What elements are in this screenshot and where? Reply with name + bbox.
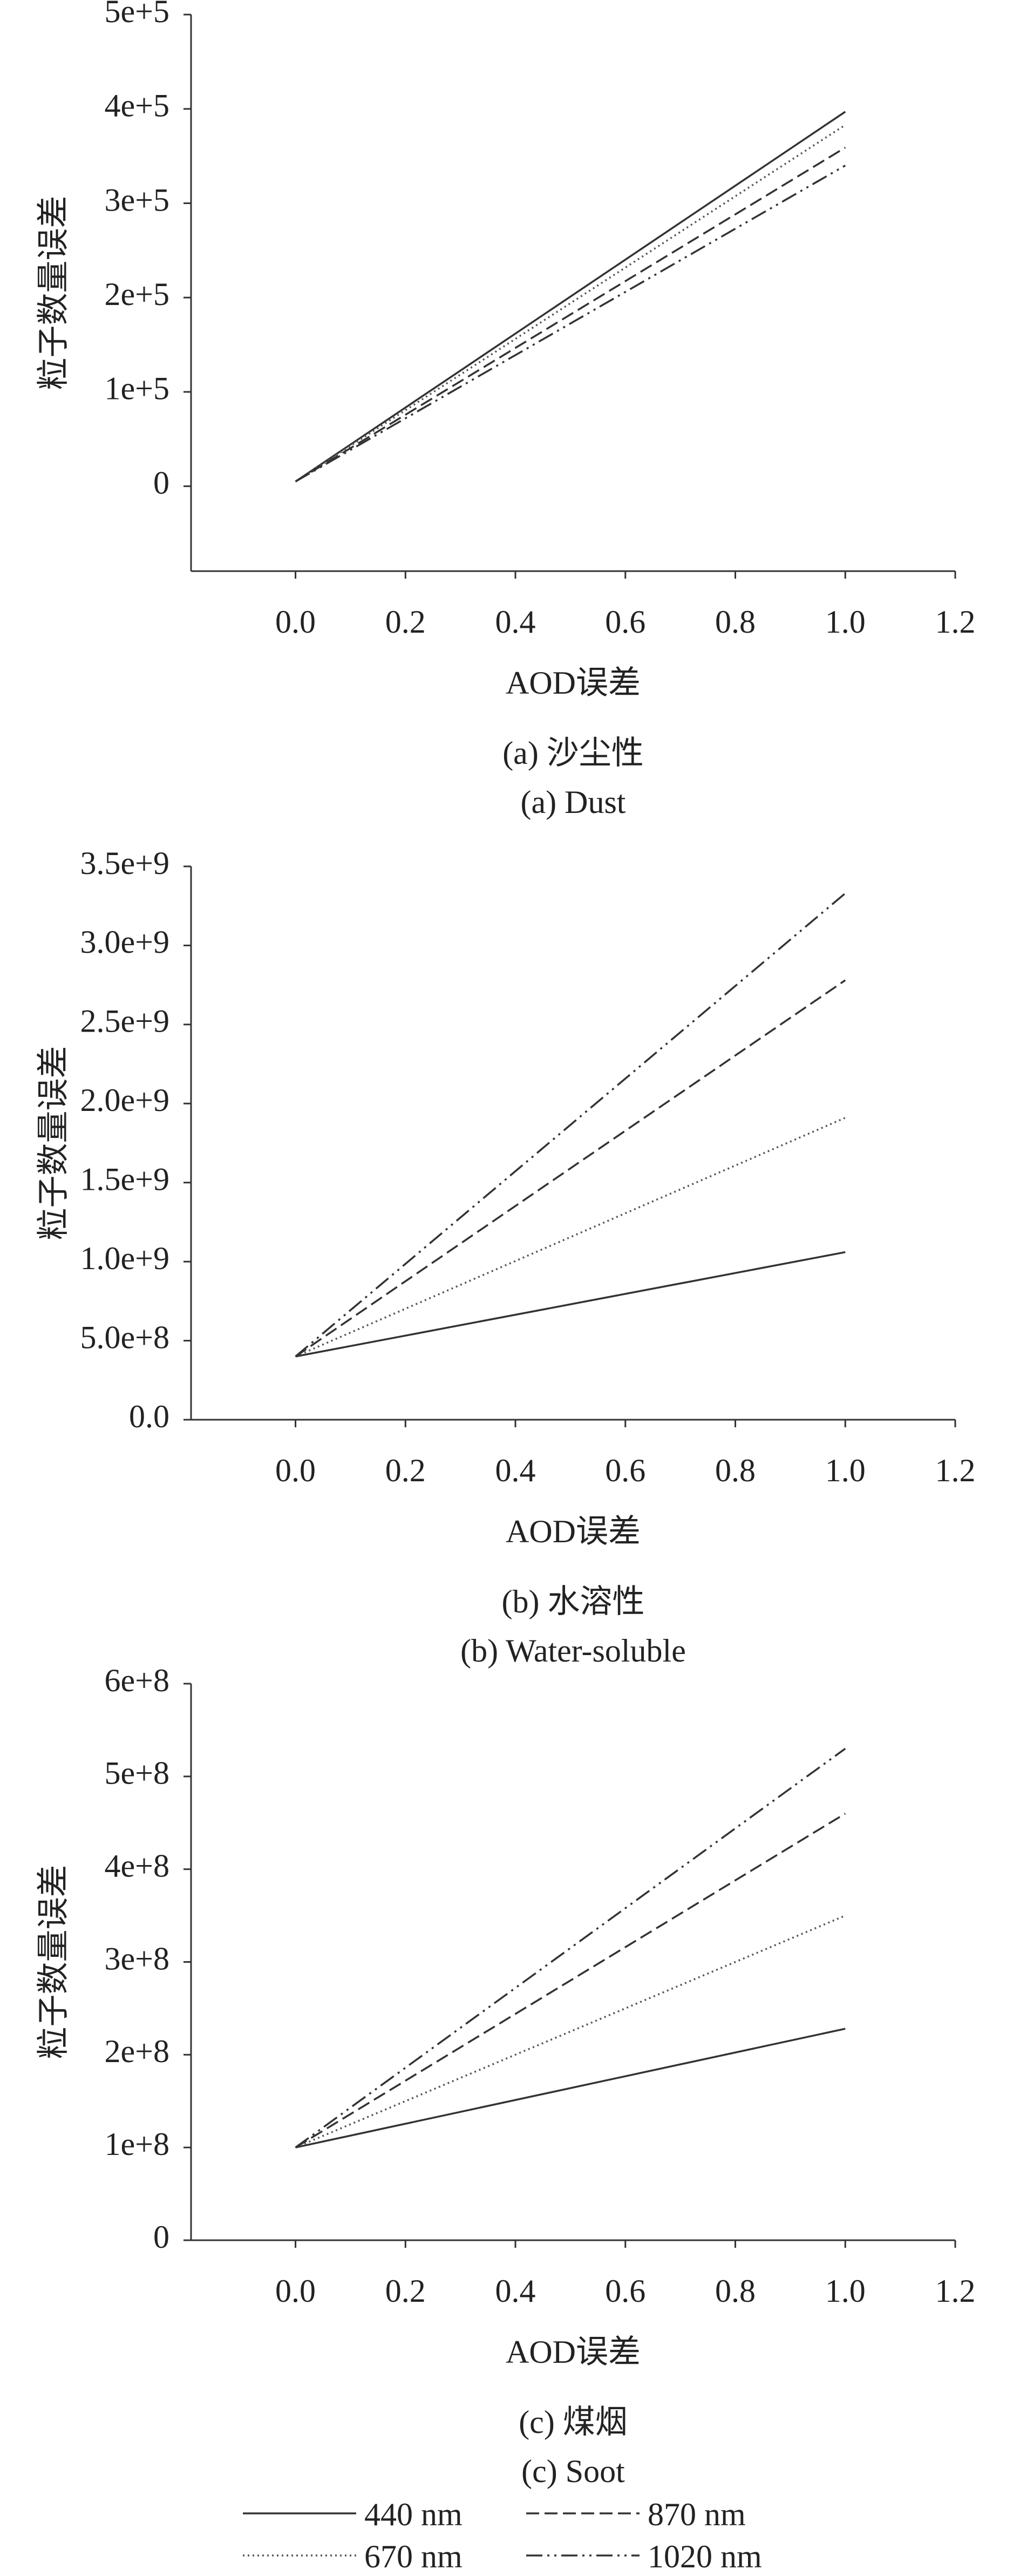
x-tick-label: 0.0	[275, 2273, 316, 2309]
caption: (c) 煤烟	[519, 2404, 628, 2440]
y-axis-label: 粒子数量误差	[36, 1865, 71, 2059]
y-tick-label: 2.0e+9	[80, 1082, 169, 1118]
y-tick-label: 2e+5	[105, 276, 169, 312]
x-tick-label: 1.0	[825, 1453, 866, 1488]
x-tick-label: 0.0	[275, 1453, 316, 1488]
x-tick-label: 0.6	[605, 2273, 645, 2309]
y-tick-label: 5e+5	[105, 0, 169, 29]
y-tick-label: 1.0e+9	[80, 1240, 169, 1276]
series-line	[295, 111, 846, 483]
y-tick-label: 2e+8	[105, 2033, 169, 2069]
x-tick-label: 0.2	[385, 604, 426, 640]
y-tick-label: 5.0e+8	[80, 1319, 169, 1355]
x-axis-label: AOD误差	[506, 665, 641, 701]
y-tick-label: 3.0e+9	[80, 924, 169, 960]
x-tick-label: 0.8	[715, 2273, 756, 2309]
series-line	[295, 1813, 846, 2148]
y-tick-label: 0.0	[129, 1399, 169, 1434]
y-axis-label: 粒子数量误差	[36, 196, 71, 390]
x-tick-label: 1.2	[935, 604, 976, 640]
x-tick-label: 0.2	[385, 2273, 426, 2309]
x-tick-label: 0.4	[495, 604, 536, 640]
legend-label: 440 nm	[364, 2497, 463, 2532]
y-tick-label: 2.5e+9	[80, 1004, 169, 1039]
y-tick-label: 6e+8	[105, 1663, 169, 1698]
legend-label: 670 nm	[364, 2539, 463, 2574]
caption: (b) 水溶性	[502, 1584, 645, 1619]
y-tick-label: 1e+5	[105, 371, 169, 406]
caption: (a) 沙尘性	[502, 735, 644, 771]
x-tick-label: 1.0	[825, 2273, 866, 2309]
series-line	[295, 1747, 846, 2148]
legend-label: 1020 nm	[648, 2539, 762, 2574]
x-tick-label: 1.2	[935, 1453, 976, 1488]
y-tick-label: 0	[153, 2219, 169, 2255]
series-line	[295, 165, 846, 483]
y-tick-label: 3e+8	[105, 1941, 169, 1976]
series-line	[295, 1251, 846, 1358]
x-axis-label: AOD误差	[506, 1514, 641, 1549]
x-tick-label: 0.6	[605, 1453, 645, 1488]
x-tick-label: 0.0	[275, 604, 316, 640]
y-tick-label: 3e+5	[105, 182, 169, 218]
x-tick-label: 0.2	[385, 1453, 426, 1488]
y-tick-label: 3.5e+9	[80, 845, 169, 881]
x-tick-label: 1.2	[935, 2273, 976, 2309]
y-axis-label: 粒子数量误差	[36, 1046, 71, 1240]
x-tick-label: 0.8	[715, 604, 756, 640]
y-tick-label: 1.5e+9	[80, 1161, 169, 1197]
legend-label: 870 nm	[648, 2497, 746, 2532]
x-tick-label: 0.8	[715, 1453, 756, 1488]
caption: (b) Water-soluble	[460, 1633, 686, 1669]
x-tick-label: 0.4	[495, 2273, 536, 2309]
series-line	[295, 146, 846, 483]
y-tick-label: 5e+8	[105, 1755, 169, 1791]
caption: (a) Dust	[521, 784, 626, 820]
series-line	[295, 979, 846, 1358]
caption: (c) Soot	[521, 2453, 625, 2489]
y-tick-label: 4e+5	[105, 88, 169, 124]
y-tick-label: 0	[153, 465, 169, 500]
x-axis-label: AOD误差	[506, 2334, 641, 2370]
x-tick-label: 0.4	[495, 1453, 536, 1488]
series-line	[295, 124, 846, 483]
series-line	[295, 892, 846, 1358]
x-tick-label: 0.6	[605, 604, 645, 640]
y-tick-label: 4e+8	[105, 1848, 169, 1883]
x-tick-label: 1.0	[825, 604, 866, 640]
series-line	[295, 1117, 846, 1358]
series-line	[295, 1914, 846, 2148]
y-tick-label: 1e+8	[105, 2126, 169, 2162]
series-line	[295, 2028, 846, 2148]
